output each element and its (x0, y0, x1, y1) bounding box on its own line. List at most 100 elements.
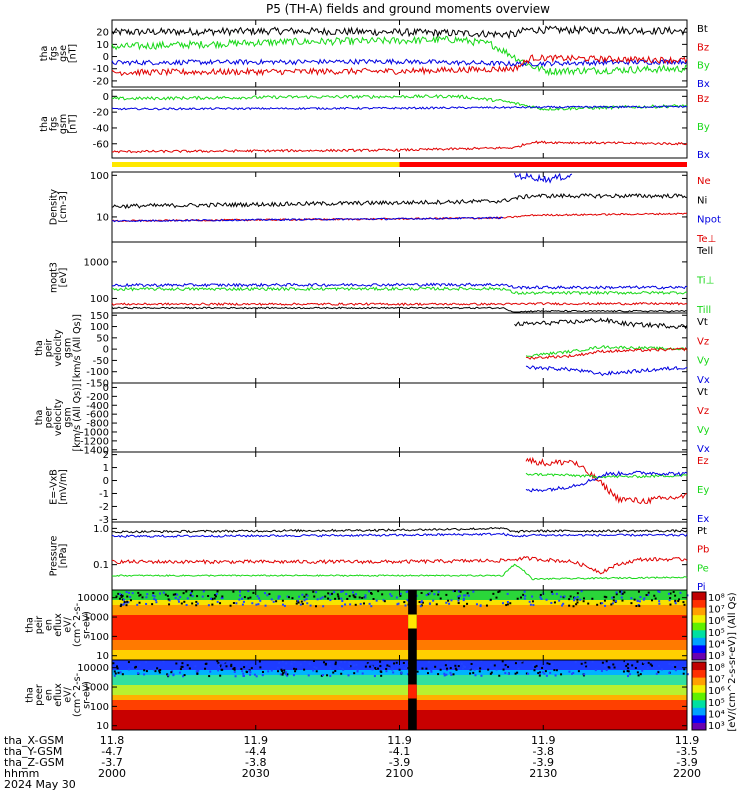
spectrogram-noise (363, 602, 366, 605)
y-tick-label: 1000 (84, 613, 109, 624)
spectrogram-noise (349, 665, 352, 668)
spectrogram-noise (241, 597, 244, 600)
spectrogram-noise (272, 600, 275, 603)
spectrogram-noise (315, 667, 318, 670)
panel-frame (111, 451, 688, 523)
y-axis-label: Pressure[nPa] (48, 536, 69, 577)
spectrogram-noise (251, 663, 254, 666)
spectrogram-noise (217, 669, 220, 672)
y-tick-label: 10 (96, 212, 109, 223)
spectrogram-noise (233, 670, 236, 673)
spectrogram-noise (203, 665, 206, 668)
spectrogram-noise (399, 592, 402, 595)
spectrogram-noise (457, 662, 460, 665)
series-line-Tell (111, 306, 688, 313)
spectrogram-noise (645, 594, 648, 597)
colorbar-label: 10⁵ (708, 698, 725, 709)
x-axis-date: 2024 May 30 (4, 778, 76, 791)
data-gap-fill (408, 684, 417, 699)
spectrogram-noise (315, 605, 318, 608)
spectrogram-noise (253, 673, 256, 676)
colorbar-title: [eV/(cm^2-s-sr-eV)] (All Qs) (727, 592, 738, 731)
legend-entry: Vx (697, 444, 710, 455)
spectrogram-band (112, 695, 687, 701)
spectrogram-noise (390, 594, 393, 597)
spectrogram-noise (275, 600, 278, 603)
legend-entry: Till (696, 305, 711, 316)
spectrogram-noise (452, 673, 455, 676)
spectrogram-noise (232, 601, 235, 604)
colorbar-swatch (692, 622, 706, 631)
spectrogram-noise (186, 664, 189, 667)
y-tick-label: -1000 (80, 427, 109, 438)
spectrogram-noise (242, 672, 245, 675)
y-axis-label-line: sr-eV) (82, 611, 93, 639)
panel-peer_en: 10000100010010thapeerenefluxeV/(cm^2-s-s… (25, 659, 689, 732)
spectrogram-band (112, 640, 687, 646)
spectrogram-noise (559, 595, 562, 598)
spectrogram-noise (307, 674, 310, 677)
spectrogram-noise (276, 670, 279, 673)
spectrogram-noise (230, 665, 233, 668)
spectrogram-noise (137, 672, 140, 675)
series-Tiperp (112, 286, 688, 296)
spectrogram-noise (624, 660, 627, 663)
y-tick-label: 0 (103, 52, 109, 63)
series-Vt (514, 317, 688, 330)
spectrogram-noise (118, 597, 121, 600)
x-axis-tick-label: 11.9 (387, 734, 412, 747)
spectrogram-noise (574, 596, 577, 599)
spectrogram-noise (683, 668, 686, 671)
spectrogram-noise (225, 665, 228, 668)
spectrogram-noise (427, 661, 430, 664)
spectrogram-band (112, 670, 687, 676)
spectrogram-noise (257, 597, 260, 600)
series-Npot_after (514, 171, 573, 184)
spectrogram-noise (361, 596, 364, 599)
series-line-Ey (525, 472, 688, 479)
y-tick-label: 1000 (84, 257, 109, 268)
spectrogram-noise (337, 595, 340, 598)
spectrogram-noise (349, 662, 352, 665)
spectrogram-noise (528, 600, 531, 603)
series-line-Vx (525, 365, 688, 377)
spectrogram-noise (467, 594, 470, 597)
spectrogram-noise (267, 670, 270, 673)
spectrogram-noise (115, 595, 118, 598)
spectrogram-noise (514, 662, 517, 665)
spectrogram-noise (395, 596, 398, 599)
y-axis-label-line: [nT] (67, 44, 78, 63)
spectrogram-noise (445, 669, 448, 672)
spectrogram-noise (189, 594, 192, 597)
spectrogram-noise (127, 668, 130, 671)
y-axis-label-line: [cm-3] (58, 191, 69, 222)
spectrogram-noise (613, 666, 616, 669)
series-line-Ez (525, 456, 687, 505)
spectrogram-noise (213, 597, 216, 600)
spectrogram-noise (490, 671, 493, 674)
spectrogram-noise (298, 595, 301, 598)
spectrogram-noise (425, 667, 428, 670)
spectrogram-noise (641, 660, 644, 663)
y-axis-label-line: en (44, 619, 55, 631)
spectrogram-noise (117, 592, 120, 595)
spectrogram-noise (584, 663, 587, 666)
series-line-Vt (514, 317, 688, 330)
spectrogram-noise (281, 670, 284, 673)
spectrogram-noise (551, 663, 554, 666)
legend-entry: Bx (697, 150, 710, 161)
legend-entry: Pi (697, 582, 706, 593)
y-tick-label: 0 (103, 92, 109, 103)
spectrogram-noise (354, 596, 357, 599)
spectrogram-noise (450, 673, 453, 676)
series-Tell (111, 306, 688, 313)
spectrogram-noise (509, 602, 512, 605)
spectrogram-noise (125, 591, 128, 594)
spectrogram-noise (555, 669, 558, 672)
spectrogram-noise (377, 590, 380, 593)
x-axis-tick-label: -3.9 (676, 756, 697, 769)
spectrogram-noise (531, 600, 534, 603)
spectrogram-noise (544, 670, 547, 673)
spectrogram-noise (682, 601, 685, 604)
